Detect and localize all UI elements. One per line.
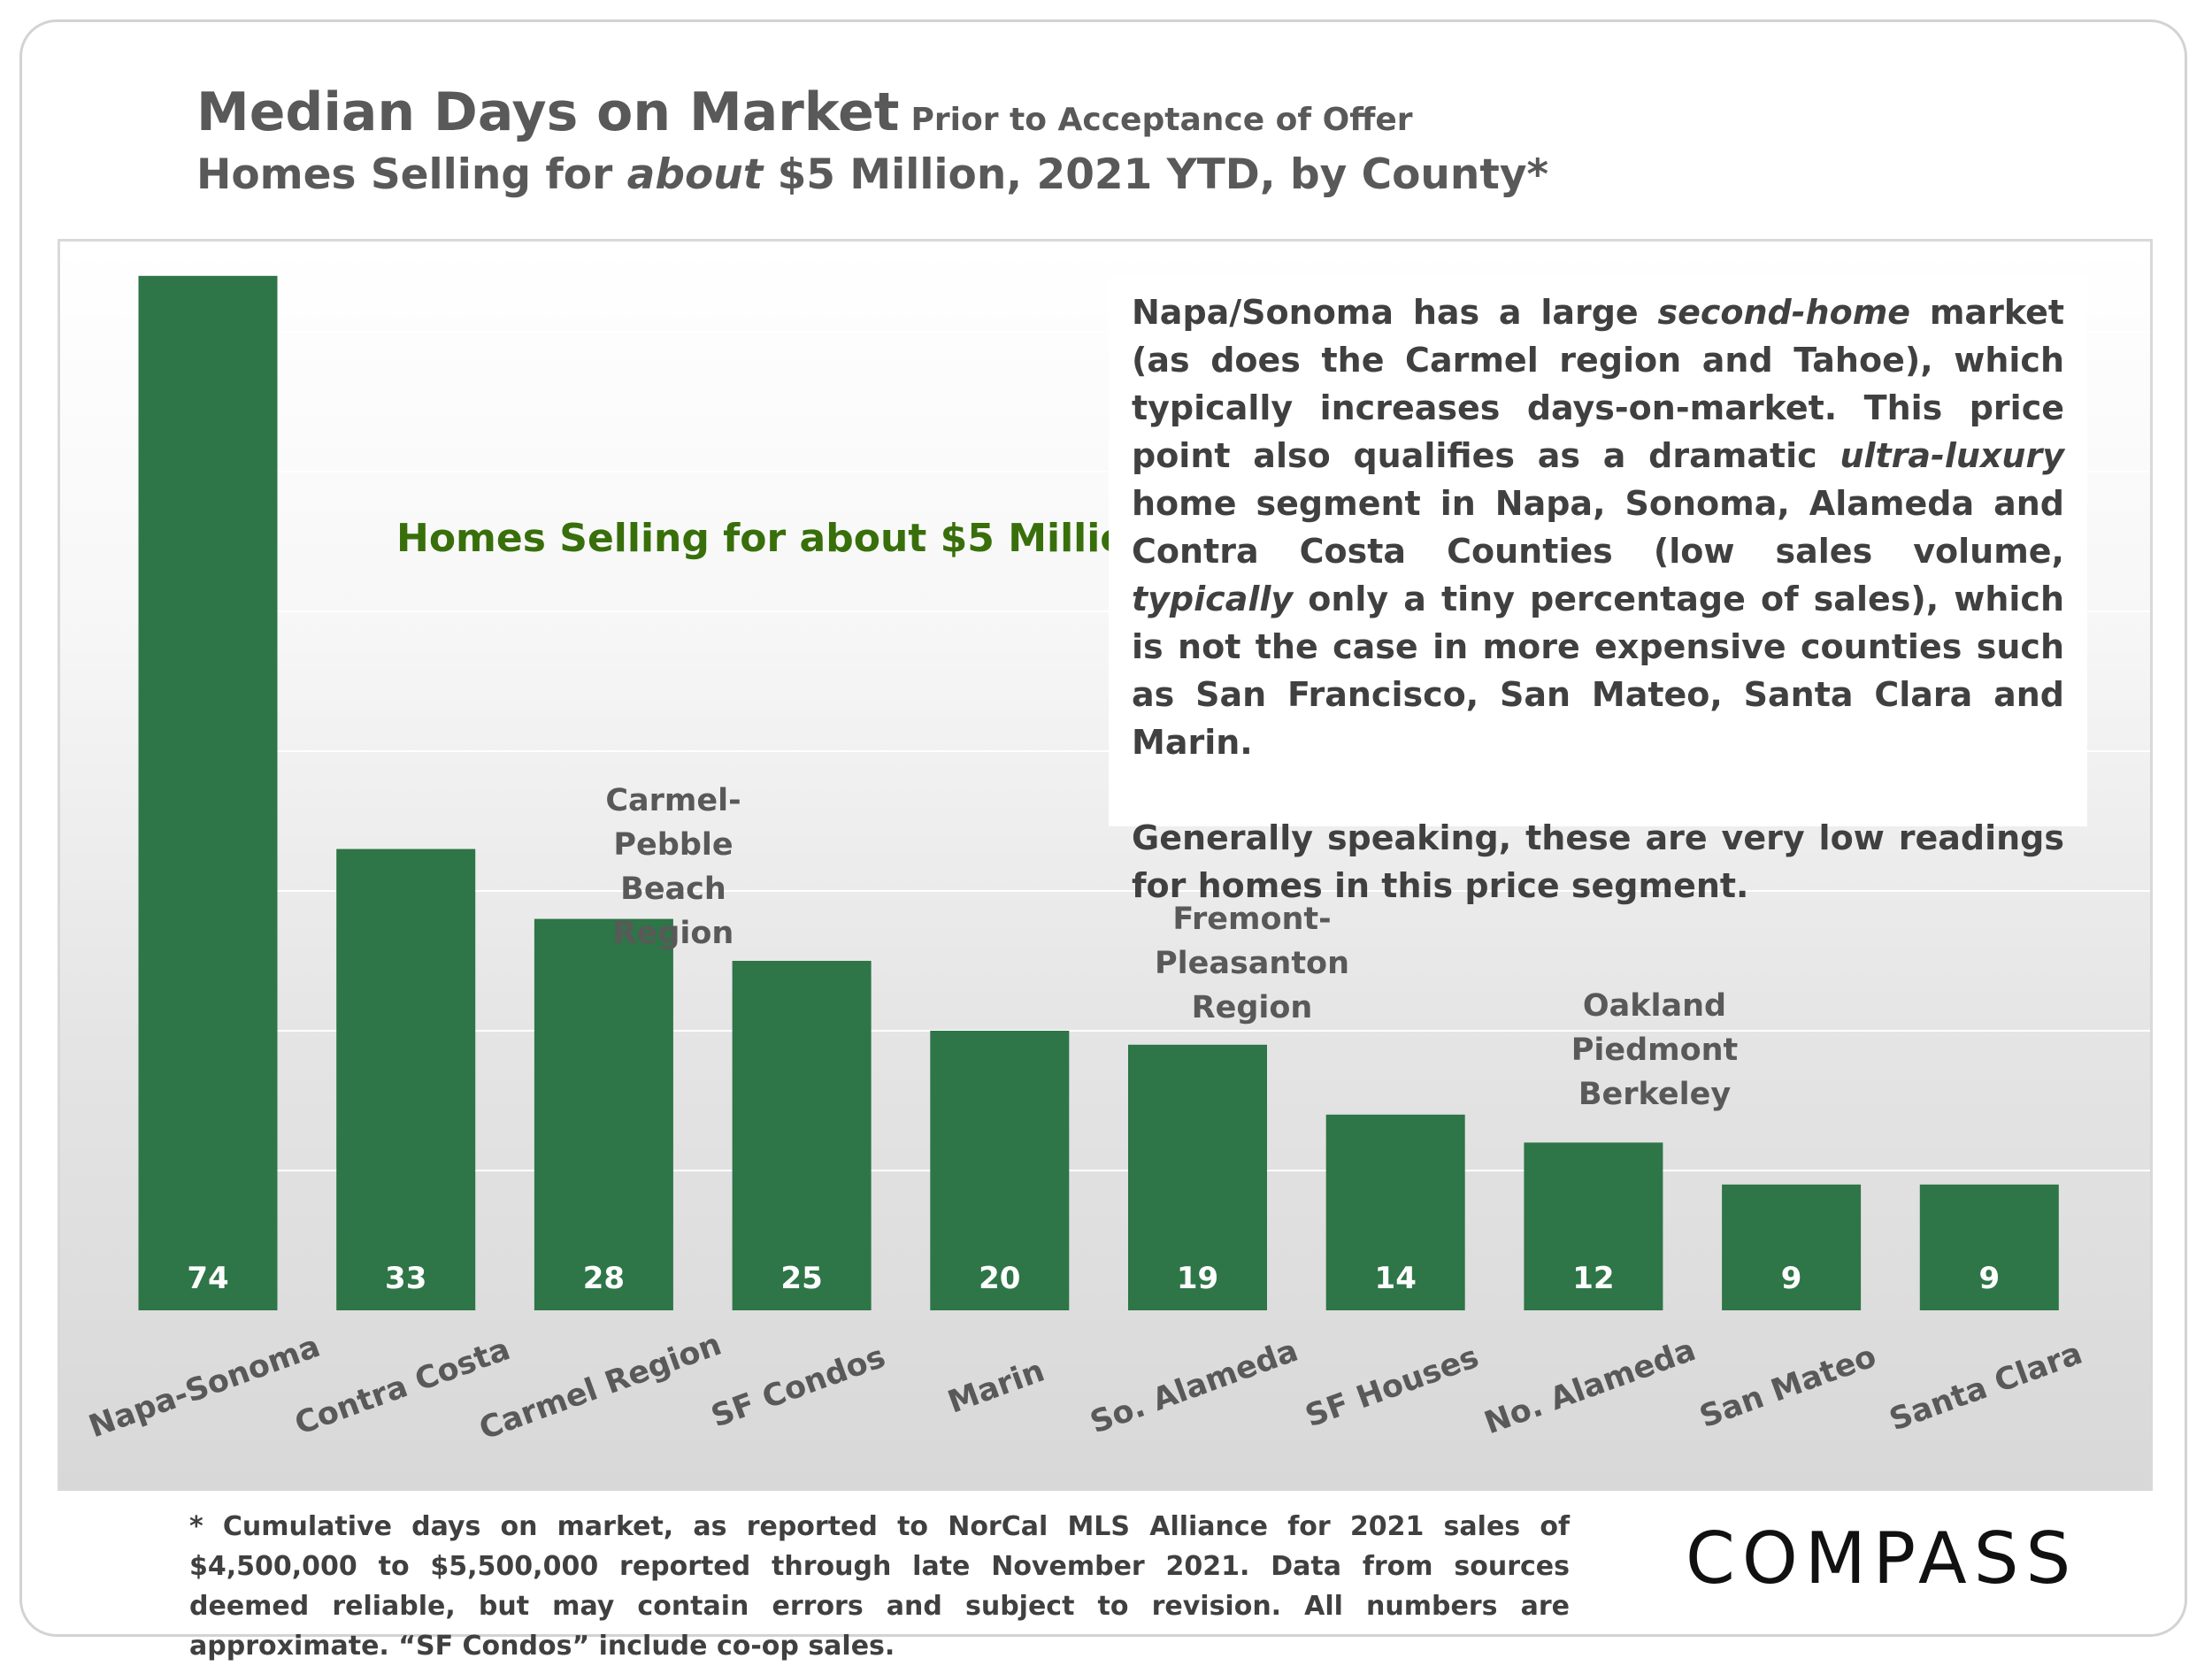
region-note-line: Oakland [1582,988,1727,1024]
bar-value-label: 12 [1572,1261,1614,1296]
subtitle-em: about [626,150,764,199]
region-note-line: Fremont- [1172,902,1332,937]
bar-value-label: 9 [1978,1261,2000,1296]
chart-title: Median Days on Market Prior to Acceptanc… [196,81,1413,143]
bar-contra-costa [336,848,476,1310]
category-label: Santa Clara [1885,1336,2086,1439]
bar-no-alameda [1524,1142,1663,1310]
bar-carmel-region [534,918,673,1310]
chart-annotation: Homes Selling for about $5 Million [396,516,1155,561]
commentary-paragraph-2: Generally speaking, these are very low r… [1132,818,2064,905]
commentary-emphasis: second-home [1657,293,1911,332]
category-label: Marin [943,1354,1049,1421]
region-note-oakland: Oakland Piedmont Berkeley [1540,984,1770,1117]
commentary-emphasis: typically [1132,580,1294,618]
commentary-emphasis: ultra-luxury [1839,436,2064,475]
bar-santa-clara [1919,1184,2059,1310]
bar-value-label: 14 [1375,1261,1417,1296]
category-label: SF Houses [1301,1340,1483,1435]
region-note-line: Pebble Beach [613,827,733,907]
commentary-box: Napa/Sonoma has a large second-home mark… [1109,276,2087,905]
category-label: SF Condos [707,1340,890,1435]
bar-value-label: 20 [979,1261,1020,1296]
bar-san-mateo [1722,1184,1862,1310]
footnote: * Cumulative days on market, as reported… [189,1511,1570,1662]
category-label: San Mateo [1695,1339,1881,1435]
category-label: Napa-Sonoma [84,1329,325,1445]
bar-sf-houses [1325,1114,1465,1310]
commentary-text: market (as does the Carmel region and Ta… [1132,293,2065,475]
title-suffix: Prior to Acceptance of Offer [910,102,1413,138]
commentary-paragraph-1: Napa/Sonoma has a large second-home mark… [1132,288,2064,766]
subtitle-pre: Homes Selling for [196,150,627,199]
category-label: No. Alameda [1480,1332,1701,1441]
bar-value-label: 33 [385,1261,426,1296]
commentary-text: only a tiny percentage of sales), which … [1132,580,2064,762]
region-note-carmel: Carmel- Pebble Beach Region [558,779,788,956]
bar-napa-sonoma [138,275,278,1310]
bar-sf-condos [732,961,872,1310]
region-note-line: Berkeley [1578,1077,1732,1112]
bar-value-label: 25 [780,1261,822,1296]
commentary-text: Napa/Sonoma has a large [1132,293,1658,332]
region-note-line: Region [612,916,734,951]
bar-so-alameda [1128,1044,1267,1310]
bar-value-label: 28 [583,1261,625,1296]
region-note-fremont: Fremont- Pleasanton Region [1137,897,1367,1030]
subtitle-post: $5 Million, 2021 YTD, by County* [763,150,1549,199]
region-note-line: Region [1191,990,1313,1025]
bar-value-label: 74 [187,1261,228,1296]
category-label: Carmel Region [475,1327,726,1447]
commentary-text: home segment in Napa, Sonoma, Alameda an… [1132,484,2064,571]
title-main: Median Days on Market [196,81,900,143]
region-note-line: Carmel- [605,783,741,818]
chart-subtitle: Homes Selling for about $5 Million, 2021… [196,150,1548,199]
category-label: So. Alameda [1086,1333,1302,1441]
bar-value-label: 19 [1177,1261,1218,1296]
region-note-line: Pleasanton [1154,946,1350,981]
region-note-line: Piedmont [1571,1033,1739,1068]
bar-value-label: 9 [1781,1261,1802,1296]
compass-logo: COMPASS [1686,1517,2078,1600]
bar-marin [930,1031,1070,1310]
